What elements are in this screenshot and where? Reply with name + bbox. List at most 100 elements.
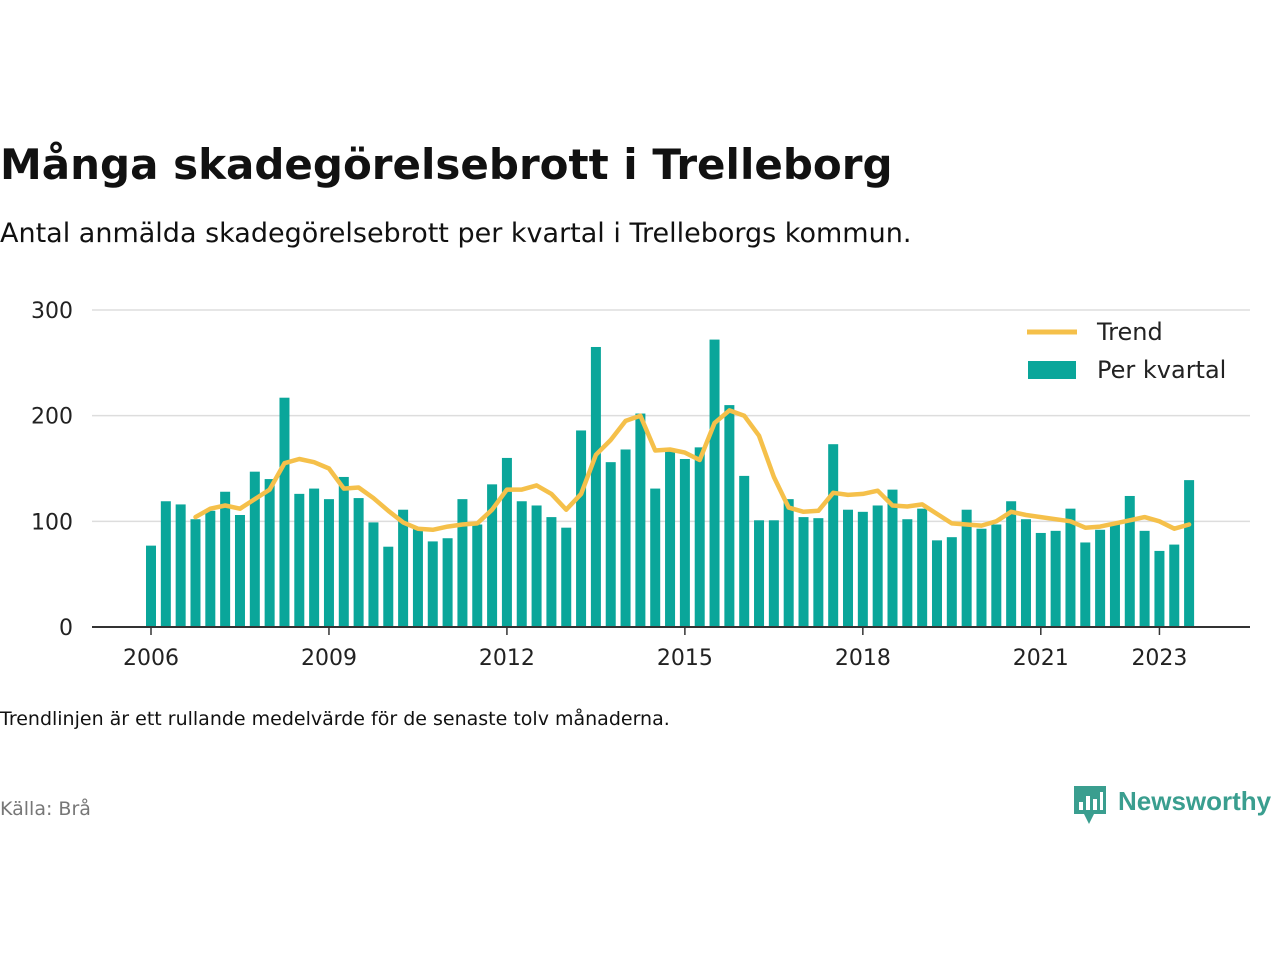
bar xyxy=(160,501,171,627)
bar xyxy=(1109,524,1120,627)
y-tick-label: 0 xyxy=(59,616,73,641)
bar xyxy=(931,540,942,627)
bar xyxy=(754,520,765,627)
bar xyxy=(679,458,690,627)
bar xyxy=(872,505,883,627)
bar xyxy=(1080,542,1091,627)
bar xyxy=(813,518,824,627)
legend: Trend Per kvartal xyxy=(1027,318,1226,384)
bar xyxy=(249,471,260,627)
bar xyxy=(1154,550,1165,627)
bar xyxy=(279,397,290,627)
bar xyxy=(768,520,779,627)
bar xyxy=(887,489,898,627)
x-tick-label: 2006 xyxy=(123,646,179,671)
bar xyxy=(1139,530,1150,627)
bar xyxy=(234,514,245,627)
bar xyxy=(1169,544,1180,627)
x-tick-label: 2012 xyxy=(479,646,535,671)
bar xyxy=(487,484,498,627)
bar xyxy=(294,493,305,627)
bar xyxy=(991,524,1002,627)
trend-line xyxy=(193,408,1192,533)
bar xyxy=(561,527,572,627)
bar xyxy=(501,457,512,627)
bar xyxy=(338,476,349,627)
bar xyxy=(1020,519,1031,627)
x-tick-label: 2009 xyxy=(301,646,357,671)
bar xyxy=(531,505,542,627)
bar xyxy=(516,501,527,627)
newsworthy-logo-text: Newsworthy xyxy=(1118,786,1272,816)
bar xyxy=(309,488,320,627)
bar xyxy=(427,541,438,627)
bar xyxy=(620,449,631,627)
source: Källa: Brå xyxy=(0,798,91,820)
bar xyxy=(323,499,334,627)
bar xyxy=(902,519,913,627)
x-tick-label: 2023 xyxy=(1131,646,1187,671)
bar xyxy=(383,546,394,627)
bar xyxy=(605,462,616,627)
bar xyxy=(1006,501,1017,627)
bar xyxy=(175,504,186,627)
trend-line-group xyxy=(193,408,1192,533)
bar xyxy=(843,509,854,627)
bar xyxy=(472,524,483,627)
bar xyxy=(976,528,987,627)
bar xyxy=(576,430,587,627)
bar xyxy=(665,449,676,627)
legend-trend-label: Trend xyxy=(1096,318,1163,346)
bar xyxy=(1065,508,1076,627)
newsworthy-logo-icon xyxy=(1074,786,1106,824)
bar xyxy=(590,346,601,627)
bar xyxy=(205,510,216,627)
bar xyxy=(1050,530,1061,627)
legend-bar-label: Per kvartal xyxy=(1097,356,1226,384)
bar xyxy=(368,522,379,627)
bar xyxy=(457,499,468,627)
x-tick-labels: 2006 2009 2012 2015 2018 2021 2023 xyxy=(123,646,1187,671)
bar xyxy=(798,517,809,627)
bar xyxy=(694,447,705,627)
bar xyxy=(546,517,557,627)
bars xyxy=(146,339,1195,627)
bar xyxy=(353,498,364,627)
bar xyxy=(220,491,231,627)
bar xyxy=(146,545,156,627)
bar xyxy=(739,475,750,627)
y-tick-label: 200 xyxy=(31,405,73,430)
x-tick-label: 2018 xyxy=(835,646,891,671)
footnote: Trendlinjen är ett rullande medelvärde f… xyxy=(0,708,670,730)
chart-title: Många skadegörelsebrott i Trelleborg xyxy=(0,140,893,189)
y-tick-label: 100 xyxy=(31,510,73,535)
bar xyxy=(961,509,972,627)
newsworthy-logo[interactable]: Newsworthy xyxy=(1072,784,1280,828)
x-tick-label: 2015 xyxy=(657,646,713,671)
bar xyxy=(1124,495,1135,627)
bar xyxy=(1035,532,1046,627)
bar xyxy=(635,413,646,627)
legend-bar-swatch xyxy=(1028,361,1076,379)
bar xyxy=(1184,480,1195,627)
y-tick-label: 300 xyxy=(31,299,73,324)
bar xyxy=(650,488,661,627)
bar xyxy=(442,538,453,627)
bar xyxy=(724,405,735,627)
bar xyxy=(1095,529,1106,627)
bar xyxy=(857,511,868,627)
bar xyxy=(783,499,794,627)
bar xyxy=(828,444,839,627)
bar xyxy=(190,519,201,627)
y-tick-labels: 0 100 200 300 xyxy=(31,299,73,641)
bar xyxy=(946,537,957,627)
bar xyxy=(917,508,928,627)
bar xyxy=(264,479,275,627)
x-axis xyxy=(92,626,1250,635)
x-tick-label: 2021 xyxy=(1013,646,1069,671)
chart-subtitle: Antal anmälda skadegörelsebrott per kvar… xyxy=(0,218,912,249)
bar xyxy=(709,339,720,627)
bar xyxy=(398,509,409,627)
bar xyxy=(412,528,423,627)
